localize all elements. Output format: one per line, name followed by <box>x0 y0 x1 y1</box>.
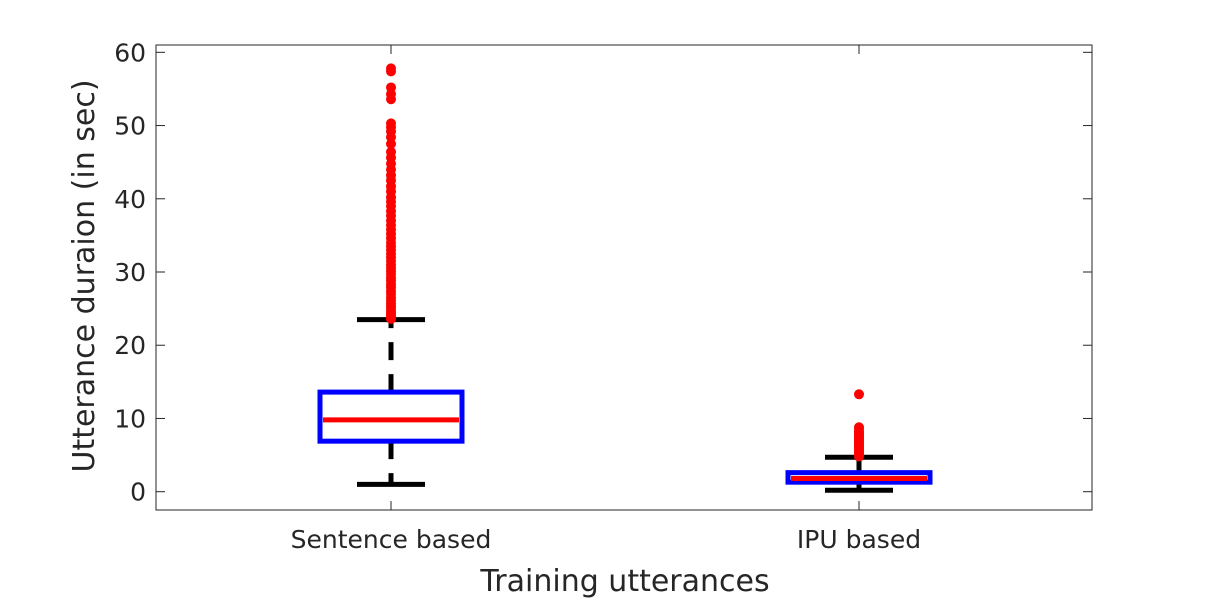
x-tick-label: Sentence based <box>291 525 492 554</box>
y-axis-label: Utterance duraion (in sec) <box>67 79 102 472</box>
plot-frame <box>155 44 1093 511</box>
outlier-point <box>386 118 396 129</box>
y-tick-label: 40 <box>114 185 146 214</box>
outlier-point <box>386 63 396 74</box>
y-tick-label: 50 <box>114 112 146 141</box>
y-tick-label: 20 <box>114 331 146 360</box>
y-tick-label: 30 <box>114 258 146 287</box>
outlier-point <box>386 82 396 93</box>
box-iqr <box>317 389 465 444</box>
x-tick-label: IPU based <box>797 525 921 554</box>
x-axis-label: Training utterances <box>479 564 769 599</box>
y-tick-label: 0 <box>130 478 146 507</box>
y-tick-label: 10 <box>114 404 146 433</box>
y-tick-label: 60 <box>114 38 146 67</box>
outlier-point <box>386 146 396 157</box>
outlier-point <box>854 389 864 400</box>
outlier-point <box>854 422 864 433</box>
box-iqr <box>785 470 933 485</box>
